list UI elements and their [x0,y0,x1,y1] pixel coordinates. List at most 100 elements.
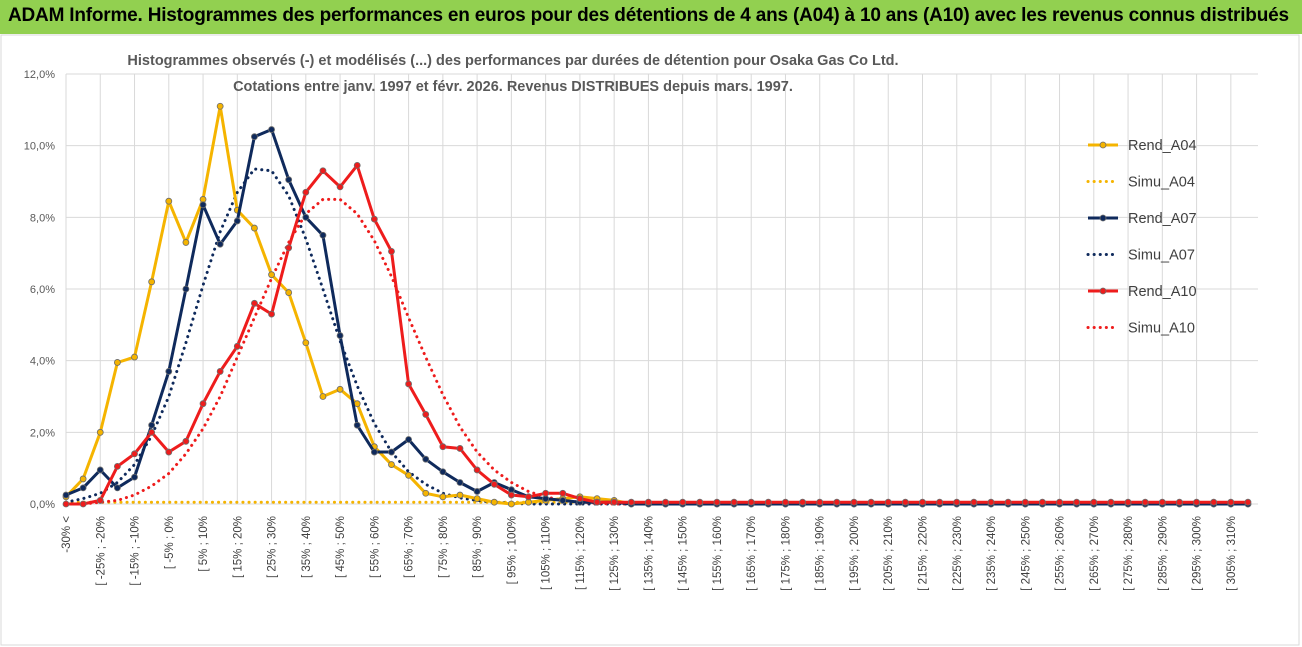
data-point-Rend_A04 [302,339,310,347]
data-point-Rend_A10 [473,466,481,474]
chart-title-line1: Histogrammes observés (-) et modélisés (… [127,53,898,69]
data-point-Rend_A10 [285,244,293,252]
data-point-Rend_A10 [1124,498,1132,506]
data-point-Rend_A04 [113,359,121,366]
y-tick-label: 0,0% [30,499,55,511]
data-point-Rend_A07 [268,126,275,133]
data-point-Rend_A04 [456,491,464,499]
x-tick-label: [ 265% ; 270% [1089,516,1101,591]
x-tick-label: [ 285% ; 290% [1157,516,1169,591]
x-tick-label: [ 295% ; 300% [1192,516,1204,591]
data-point-Rend_A10 [233,342,241,350]
x-tick-label: [ 95% ; 100% [506,516,518,584]
data-point-Rend_A10 [850,498,858,506]
data-point-Rend_A07 [233,217,241,225]
data-point-Rend_A04 [319,393,327,400]
data-point-Rend_A10 [713,498,721,506]
data-point-Rend_A10 [1244,498,1252,506]
data-point-Rend_A10 [542,489,550,497]
data-point-Rend_A10 [1039,498,1046,506]
data-point-Rend_A10 [730,498,738,506]
data-point-Rend_A07 [165,368,173,375]
data-point-Rend_A10 [439,443,447,451]
data-point-Rend_A10 [1004,498,1012,506]
x-tick-label: [ 175% ; 180% [780,516,792,591]
data-point-Rend_A04 [353,400,361,408]
data-point-Rend_A10 [1056,498,1063,506]
data-point-Rend_A04 [439,493,447,501]
x-tick-label: [ 165% ; 170% [746,516,758,591]
y-axis-ticks: 0,0% 2,0% 4,0% 6,0% 8,0% 10,0% 12,0% [24,69,55,511]
series-group [62,102,1252,508]
data-point-Rend_A07 [559,497,567,504]
data-point-Rend_A10 [610,498,618,506]
data-point-Rend_A10 [388,247,395,255]
data-point-Rend_A04 [473,495,481,503]
y-tick-label: 4,0% [30,356,55,368]
x-tick-label: [ 45% ; 50% [335,516,347,578]
data-point-Rend_A07 [62,491,70,499]
data-point-Rend_A10 [148,428,156,436]
data-point-Rend_A10 [96,497,104,504]
data-point-Rend_A07 [353,421,361,429]
data-point-Rend_A10 [679,498,687,506]
data-point-Rend_A07 [79,484,87,492]
x-tick-label: [ 155% ; 160% [712,516,724,591]
data-point-Rend_A04 [251,224,258,232]
data-point-Rend_A10 [799,498,806,506]
legend-label-Rend_A07: Rend_A07 [1128,211,1197,227]
data-point-Rend_A04 [405,471,413,479]
line-chart: 0,0% 2,0% 4,0% 6,0% 8,0% 10,0% 12,0% -30% < [ -… [0,34,1300,646]
data-point-Rend_A04 [182,239,190,246]
data-point-Rend_A10 [525,493,532,501]
data-point-Rend_A10 [576,495,584,503]
x-tick-label: [ 185% ; 190% [815,516,827,591]
y-tick-label: 6,0% [30,284,55,296]
data-point-Rend_A07 [131,473,138,481]
data-point-Rend_A10 [764,498,772,506]
x-tick-label: [ -5% ; 0% [164,516,176,569]
x-tick-label: [ 5% ; 10% [198,516,210,572]
chart-frame: 0,0% 2,0% 4,0% 6,0% 8,0% 10,0% 12,0% -30% < [ -… [0,34,1302,647]
data-point-Rend_A10 [1158,498,1166,506]
data-point-Rend_A04 [96,428,104,436]
x-tick-label: [ 195% ; 200% [849,516,861,591]
x-tick-label: -30% < [61,516,73,553]
data-point-Rend_A07 [96,466,104,474]
x-tick-label: [ 115% ; 120% [575,516,587,590]
data-point-Rend_A10 [1021,498,1029,506]
data-point-Rend_A10 [182,437,190,445]
data-point-Rend_A07 [199,201,207,209]
y-tick-label: 2,0% [30,427,55,439]
data-point-Rend_A10 [456,445,464,452]
x-tick-label: [ 305% ; 310% [1226,516,1238,591]
x-tick-label: [ 275% ; 280% [1123,516,1135,591]
x-tick-label: [ 65% ; 70% [404,516,416,578]
data-point-Rend_A07 [148,421,156,429]
data-point-Rend_A10 [1210,498,1218,506]
data-point-Rend_A10 [559,489,567,497]
data-point-Rend_A10 [645,498,652,506]
data-point-Rend_A07 [456,479,464,486]
data-point-Rend_A10 [79,500,87,508]
data-point-Rend_A10 [1227,498,1235,506]
data-point-Rend_A07 [422,455,430,463]
data-point-Rend_A07 [113,484,121,492]
chart-title-line2: Cotations entre janv. 1997 et févr. 2026… [233,79,793,95]
x-tick-label: [ 225% ; 230% [952,516,964,591]
x-tick-label: [ 255% ; 260% [1055,516,1067,591]
data-point-Rend_A10 [782,498,789,506]
data-point-Rend_A10 [953,498,961,506]
data-point-Rend_A10 [353,161,361,169]
data-point-Rend_A07 [182,285,190,293]
data-point-Rend_A10 [884,498,892,506]
legend-marker-Rend_A10 [1099,287,1107,295]
data-point-Rend_A07 [473,488,481,495]
data-point-Rend_A07 [370,448,378,456]
data-point-Rend_A04 [490,498,498,506]
data-point-Rend_A04 [148,278,156,286]
x-tick-label: [ 75% ; 80% [438,516,450,578]
data-point-Rend_A10 [199,400,207,408]
x-tick-label: [ 55% ; 60% [369,516,381,578]
legend: Rend_A04 Simu_A04 Rend_A07 Simu_A07 Rend_A10… [1086,138,1197,337]
